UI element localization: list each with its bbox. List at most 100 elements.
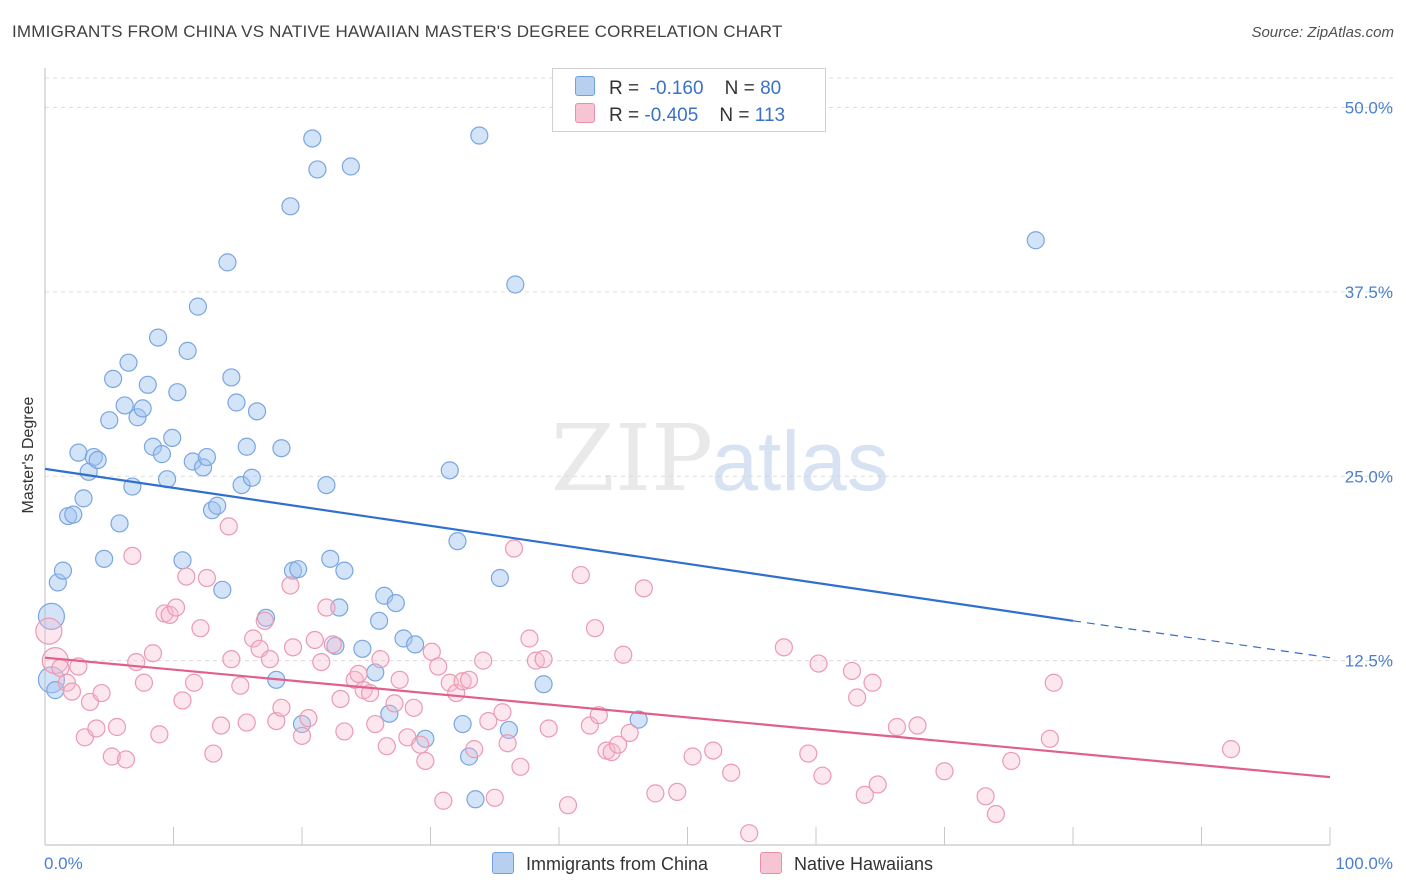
x-tick-label: 0.0% [44,854,83,873]
hawaii-point [323,635,342,654]
series-native-hawaiians [35,517,1241,843]
hawaii-point [281,576,300,595]
hawaii-point [855,785,874,804]
hawaii-point [283,638,303,657]
china-point [303,129,322,148]
china-point [218,253,237,272]
china-point [74,489,93,508]
hawaii-point [580,716,599,735]
legend-row-china: R = -0.160 N = 80 [575,76,781,100]
hawaii-point [102,747,121,766]
hawaii-point [219,517,238,536]
china-point [506,275,525,294]
china-point [222,368,241,387]
hawaii-point [317,598,336,617]
china-point [1026,231,1045,250]
china-point [440,461,459,480]
hawaii-point [177,567,196,586]
hawaii-point [57,673,76,692]
y-axis-label: Master's Degree [20,396,37,513]
china-point [353,639,372,658]
china-point [178,341,197,360]
china-point [341,157,360,176]
china-point [133,399,152,418]
hawaii-point [646,784,665,803]
hawaii-point [244,629,263,648]
china-point [110,514,129,533]
hawaii-point [774,638,793,657]
china-point [232,476,251,495]
series-legend-hawaii: Native Hawaiians [760,852,933,875]
hawaii-point [558,796,578,815]
china-point [163,428,182,447]
hawaii-point [237,713,256,732]
china-point [183,452,202,471]
y-tick-label: 25.0% [1345,467,1393,486]
hawaii-point [127,652,146,672]
hawaii-point [87,719,106,738]
hawaii-point [231,676,250,695]
hawaii-point [299,709,318,728]
china-point [213,580,232,599]
y-tick-label: 12.5% [1345,652,1393,671]
legend-r-value-china: -0.160 [649,78,704,99]
china-point [227,393,246,412]
series-legend-label-china: Immigrants from China [526,854,709,874]
china-point [197,447,217,467]
series-legend-swatch-hawaii [760,852,782,874]
hawaii-point [292,726,312,745]
china-point [317,476,336,495]
gridlines [45,77,1395,662]
hawaii-point [539,719,558,738]
china-point [119,353,138,372]
china-point [281,197,300,216]
series-legend-label-hawaii: Native Hawaiians [794,854,934,874]
legend-r-label: R = [609,105,640,126]
hawaii-point [908,716,927,735]
watermark-zip: ZIP [551,405,713,512]
china-point [115,396,134,415]
china-point [629,710,648,729]
legend-swatch-china [575,76,595,96]
legend-r-value-hawaii: -0.405 [644,105,699,126]
china-point [247,402,267,421]
hawaii-point [173,691,192,710]
hawaii-point [704,741,723,760]
hawaii-point [211,716,231,735]
hawaii-point [683,747,702,766]
hawaii-point [589,706,608,725]
hawaii-point [305,630,324,650]
china-point [138,375,157,394]
x-tick-label: 100.0% [1335,854,1393,873]
y-tick-label: 37.5% [1345,283,1393,302]
hawaii-point [222,650,241,669]
axes [44,68,1331,846]
hawaii-point [809,654,828,673]
hawaii-point [465,740,484,759]
hawaii-point [485,788,504,807]
hawaii-point [134,673,154,692]
china-point [416,729,435,748]
hawaii-point [260,650,279,669]
hawaii-point [434,791,453,810]
source-label: Source: ZipAtlas.com [1251,24,1394,41]
china-point [380,704,399,723]
china-point [48,573,67,592]
hawaii-point [498,734,517,753]
china-point [152,445,172,464]
legend-n-value-hawaii: 113 [754,105,786,126]
tick-labels: 12.5% 25.0% 37.5% 50.0% 0.0% 100.0% [44,99,1393,874]
hawaii-point [366,714,385,734]
hawaii-point [377,737,396,756]
legend-swatch-hawaii [575,103,595,123]
trend-line-china [44,467,1074,622]
china-point [499,720,518,740]
hawaii-point [166,598,186,617]
hawaii-point [614,645,633,664]
china-point [88,450,107,470]
hawaii-point [740,824,759,843]
hawaii-point [1040,729,1059,748]
hawaii-point [1044,673,1063,692]
china-point [466,790,485,809]
